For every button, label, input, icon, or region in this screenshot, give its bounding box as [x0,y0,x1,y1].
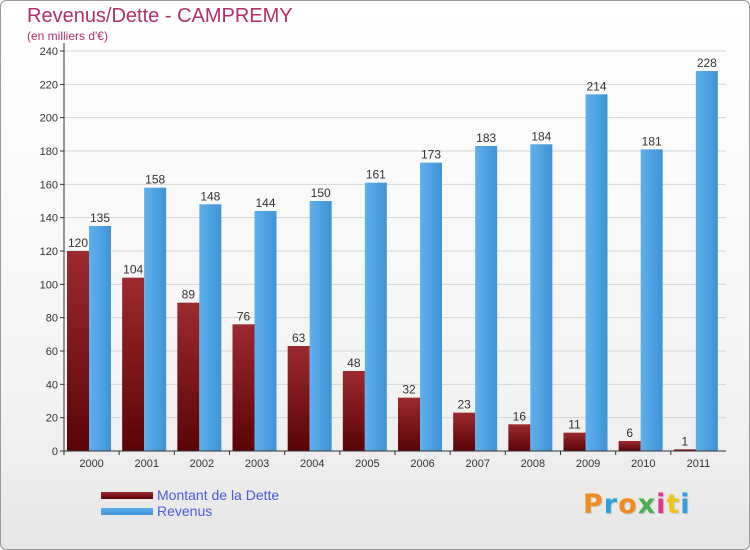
dette-value-label-2004: 63 [292,331,306,345]
dette-value-label-2005: 48 [347,356,361,370]
legend-swatch-dette [101,491,153,499]
revenus-bar-2006 [420,162,442,451]
dette-value-label-2006: 32 [402,383,416,397]
revenus-value-label-2009: 214 [586,79,606,93]
y-tick-label-160: 160 [40,179,58,191]
revenus-value-label-2003: 144 [255,196,275,210]
dette-bar-2007 [453,412,476,451]
logo-letter: i [656,489,667,520]
x-tick-label-2004: 2004 [300,458,324,470]
y-tick-label-220: 220 [40,79,58,91]
legend-item-revenus: Revenus [101,503,279,519]
x-tick-label-2000: 2000 [79,458,103,470]
revenus-bar-2000 [89,226,111,451]
revenus-value-label-2001: 158 [145,173,165,187]
dette-bar-2011 [673,449,696,451]
dette-bar-2004 [287,346,310,451]
y-tick-label-80: 80 [46,313,58,325]
y-tick-label-60: 60 [46,346,58,358]
dette-bar-2010 [618,441,641,451]
revenus-bar-2005 [364,182,387,451]
legend-label-dette: Montant de la Dette [157,487,280,503]
revenus-value-label-2004: 150 [311,186,331,200]
revenus-bar-2002 [199,204,222,451]
y-tick-label-100: 100 [40,279,58,291]
y-tick-label-180: 180 [40,146,58,158]
dette-value-label-2010: 6 [626,426,633,440]
revenus-value-label-2008: 184 [531,129,551,143]
x-tick-label-2007: 2007 [466,458,490,470]
dette-value-label-2009: 11 [568,418,581,432]
dette-bar-2003 [232,324,255,451]
legend-swatch-revenus [101,507,153,515]
y-tick-label-20: 20 [46,413,58,425]
legend-label-revenus: Revenus [157,503,213,519]
dette-value-label-2000: 120 [68,236,88,250]
logo-letter: t [666,489,681,520]
revenus-value-label-2010: 181 [642,134,662,148]
x-tick-label-2006: 2006 [410,458,434,470]
dette-value-label-2008: 16 [513,409,527,423]
y-tick-label-200: 200 [40,113,58,125]
dette-bar-2006 [398,397,420,451]
revenus-bar-2009 [585,94,608,451]
revenus-value-label-2005: 161 [366,168,386,182]
y-tick-label-240: 240 [40,46,58,58]
dette-bar-2008 [508,424,531,451]
revenus-bar-2008 [530,144,553,452]
dette-bar-2009 [563,432,586,451]
revenus-value-label-2002: 148 [200,189,220,203]
revenus-bar-2004 [309,201,332,451]
revenus-bar-2001 [144,187,167,451]
logo-letter: o [618,489,638,520]
logo-letter: P [583,489,604,520]
proxiti-logo: Proxiti [583,489,691,520]
revenus-value-label-2000: 135 [90,211,110,225]
y-tick-label-140: 140 [40,213,58,225]
logo-letter: x [637,489,657,520]
legend: Montant de la Dette Revenus [101,487,279,519]
dette-bar-2005 [342,371,365,451]
dette-value-label-2003: 76 [237,309,251,323]
revenus-bar-2007 [475,146,498,451]
chart-title: Revenus/Dette - CAMPREMY [27,5,293,27]
dette-value-label-2001: 104 [123,263,143,277]
dette-bar-2001 [122,277,145,451]
dette-value-label-2007: 23 [457,398,471,412]
x-tick-label-2008: 2008 [521,458,545,470]
x-tick-label-2005: 2005 [355,458,379,470]
x-tick-label-2003: 2003 [245,458,269,470]
revenus-bar-2003 [254,211,277,451]
chart-subtitle: (en milliers d'€) [27,29,108,43]
dette-value-label-2002: 89 [182,288,196,302]
y-tick-label-0: 0 [52,446,58,458]
revenus-bar-2010 [640,149,663,452]
dette-bar-2000 [67,251,89,451]
x-tick-label-2011: 2011 [687,458,711,470]
revenus-value-label-2007: 183 [476,131,496,145]
x-tick-label-2009: 2009 [576,458,600,470]
y-tick-label-40: 40 [46,379,58,391]
revenus-value-label-2006: 173 [421,148,441,162]
logo-letter: i [680,489,691,520]
x-tick-label-2002: 2002 [190,458,214,470]
dette-bar-2002 [177,302,200,451]
y-tick-label-120: 120 [40,246,58,258]
x-tick-label-2001: 2001 [135,458,159,470]
legend-item-dette: Montant de la Dette [101,487,279,503]
revenus-bar-2011 [695,71,718,451]
logo-letter: r [603,489,619,520]
x-tick-label-2010: 2010 [631,458,655,470]
dette-value-label-2011: 1 [681,434,688,448]
revenus-value-label-2011: 228 [697,56,717,70]
